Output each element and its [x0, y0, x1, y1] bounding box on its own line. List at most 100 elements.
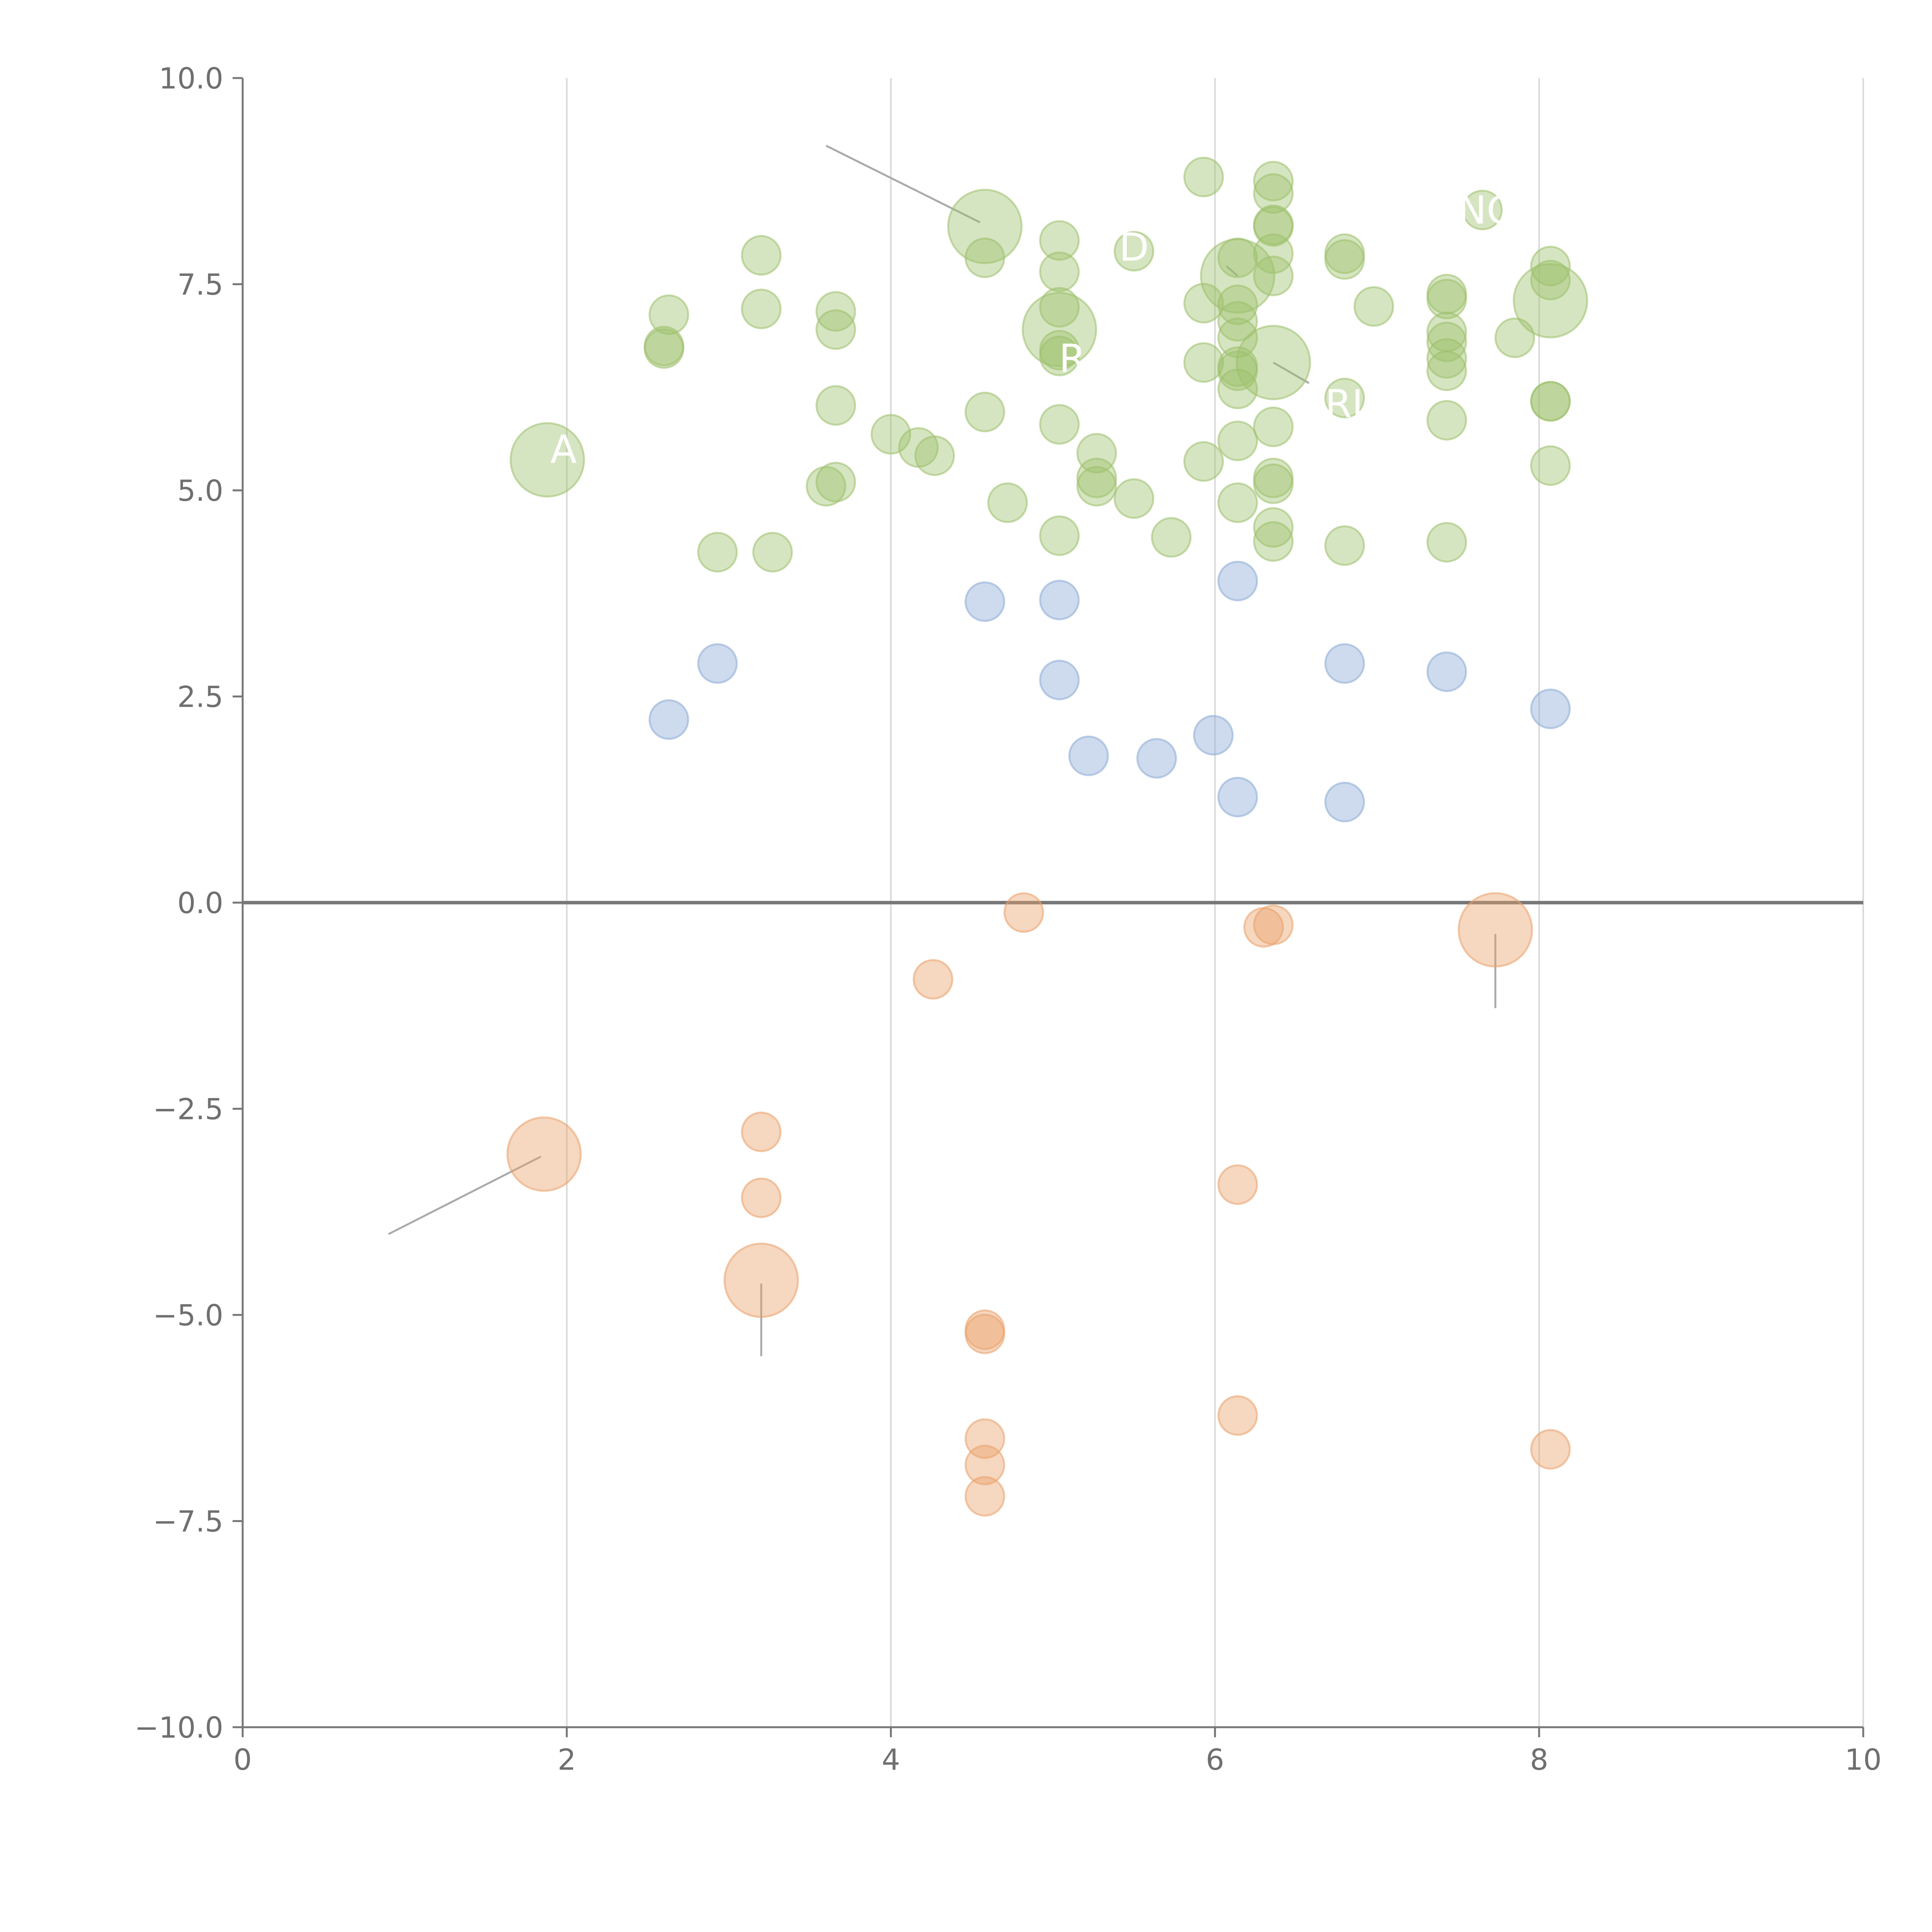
bubble-point: [1193, 715, 1234, 756]
bubble-point: [964, 391, 1005, 432]
bubble-point: [1039, 580, 1080, 621]
bubble-point: [987, 482, 1028, 523]
bubble-point: [1217, 350, 1258, 391]
bubble-point: [1253, 161, 1294, 202]
bubble-point: [815, 309, 856, 350]
bubbles: [506, 156, 1588, 1517]
bubble-point: [1353, 286, 1394, 327]
leader-lines: [388, 145, 1497, 1356]
bubble-point: [1426, 400, 1467, 441]
bubble-point: [1530, 246, 1571, 287]
bubble-label: D: [1119, 224, 1149, 270]
bubble-point: [1324, 378, 1365, 418]
leader-line: [388, 1156, 541, 1235]
bubble-point: [1253, 507, 1294, 548]
bubble-point: [1039, 335, 1080, 376]
bubble-point: [1217, 420, 1258, 461]
bubble-point: [871, 414, 912, 455]
bubble-point: [741, 289, 782, 330]
bubble-point: [1217, 1395, 1258, 1436]
bubble-point: [1076, 457, 1117, 498]
bubble-point: [1530, 689, 1571, 730]
bubble-point: [1039, 660, 1080, 701]
bubble-label: RIC: [1325, 381, 1390, 427]
bubble-point: [1324, 782, 1365, 823]
bubble-point: [1324, 239, 1365, 280]
bubble-point: [1039, 287, 1080, 328]
bubble-point: [1217, 317, 1258, 358]
bubble-point: [1253, 255, 1294, 296]
bubble-point: [1253, 173, 1294, 214]
bubble-point: [1114, 231, 1155, 272]
bubble-point: [1253, 463, 1294, 504]
bubble-point: [947, 189, 1023, 264]
bubble-point: [1253, 406, 1294, 447]
bubble-point: [697, 532, 738, 573]
y-tick-label: −10.0: [134, 1711, 223, 1745]
bubble-point: [913, 959, 954, 1000]
bubble-point: [648, 294, 689, 335]
axes: 0 2 4 6 8 10 10.0 7.5 5.0 2.5 0.0 −2.5 −5.0 −7.5 −10.0: [134, 61, 1882, 1777]
bubble-point: [964, 237, 1005, 278]
bubble-point: [1217, 237, 1258, 278]
bubble-label: R: [1059, 336, 1086, 381]
bubble-point: [741, 1111, 782, 1152]
bubble-point: [1136, 738, 1177, 779]
y-tick-label: 10.0: [159, 61, 223, 95]
bubble-point: [1183, 342, 1224, 383]
bubble-point: [1426, 522, 1467, 563]
bubble-point: [1039, 515, 1080, 556]
bubble-point: [697, 643, 738, 684]
bubble-point: [1253, 521, 1294, 562]
x-tick-label: 8: [1530, 1743, 1548, 1777]
bubble-point: [1253, 905, 1294, 946]
bubble-point: [964, 1313, 1005, 1354]
bubble-point: [1217, 482, 1258, 523]
bubble-point: [1183, 441, 1224, 482]
bubble-point: [506, 1116, 582, 1192]
x-tick-label: 6: [1206, 1743, 1225, 1777]
bubble-point: [964, 1476, 1005, 1517]
bubble-point: [1183, 156, 1224, 197]
bubble-point: [964, 1444, 1005, 1485]
bubble-point: [1076, 466, 1117, 507]
bubble-point: [1324, 525, 1365, 566]
y-tick-label: −2.5: [153, 1092, 223, 1126]
bubble-point: [648, 699, 689, 740]
bubble-point: [1426, 651, 1467, 692]
bubble-point: [1003, 892, 1044, 933]
bubble-point: [1462, 189, 1503, 230]
y-tick-label: 0.0: [177, 886, 223, 920]
bubble-point: [1217, 301, 1258, 342]
bubble-point: [752, 532, 793, 573]
bubble-point: [1530, 260, 1571, 301]
bubble-point: [741, 235, 782, 276]
bubble-point: [1151, 517, 1192, 558]
bubble-point: [723, 1242, 799, 1318]
y-tick-label: 5.0: [177, 474, 223, 508]
y-tick-label: −5.0: [153, 1298, 223, 1332]
bubble-point: [1217, 777, 1258, 818]
bubble-point: [1426, 321, 1467, 362]
bubble-point: [1530, 445, 1571, 486]
bubble-point: [964, 581, 1005, 622]
bubble-point: [1217, 369, 1258, 410]
y-tick-label: −7.5: [153, 1505, 223, 1539]
x-tick-label: 0: [233, 1743, 252, 1777]
bubble-point: [1494, 317, 1535, 358]
x-tick-label: 2: [558, 1743, 576, 1777]
bubble-point: [1114, 478, 1155, 519]
bubble-point: [1253, 233, 1294, 274]
bubble-point: [914, 435, 955, 476]
leader-line: [1273, 362, 1310, 384]
bubble-point: [1039, 251, 1080, 292]
bubble-point: [1068, 735, 1109, 776]
bubble-point: [1183, 283, 1224, 324]
bubble-point: [643, 328, 684, 369]
bubble-point: [1426, 350, 1467, 391]
y-tick-label: 7.5: [177, 268, 223, 302]
bubble-point: [815, 291, 856, 332]
bubble-point: [1458, 892, 1533, 968]
bubble-label: NC: [1458, 187, 1514, 233]
bubble-point: [1324, 643, 1365, 684]
